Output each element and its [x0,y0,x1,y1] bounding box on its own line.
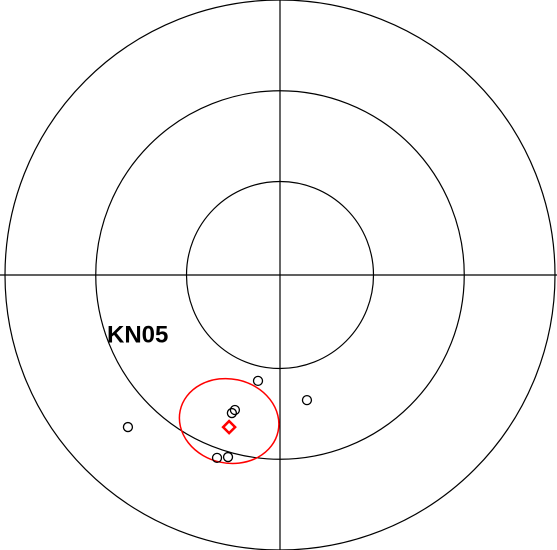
data-point [301,394,313,406]
data-point [252,375,264,387]
confidence-ellipse [178,377,280,465]
grid-ring [4,0,556,550]
mean-point [221,419,237,435]
station-label: KN05 [107,321,168,348]
data-point [122,421,134,433]
grid-ring [95,90,465,460]
data-point [226,407,238,419]
grid-ring [185,180,375,370]
data-point [222,451,234,463]
data-point [229,404,241,416]
data-point [211,452,223,464]
